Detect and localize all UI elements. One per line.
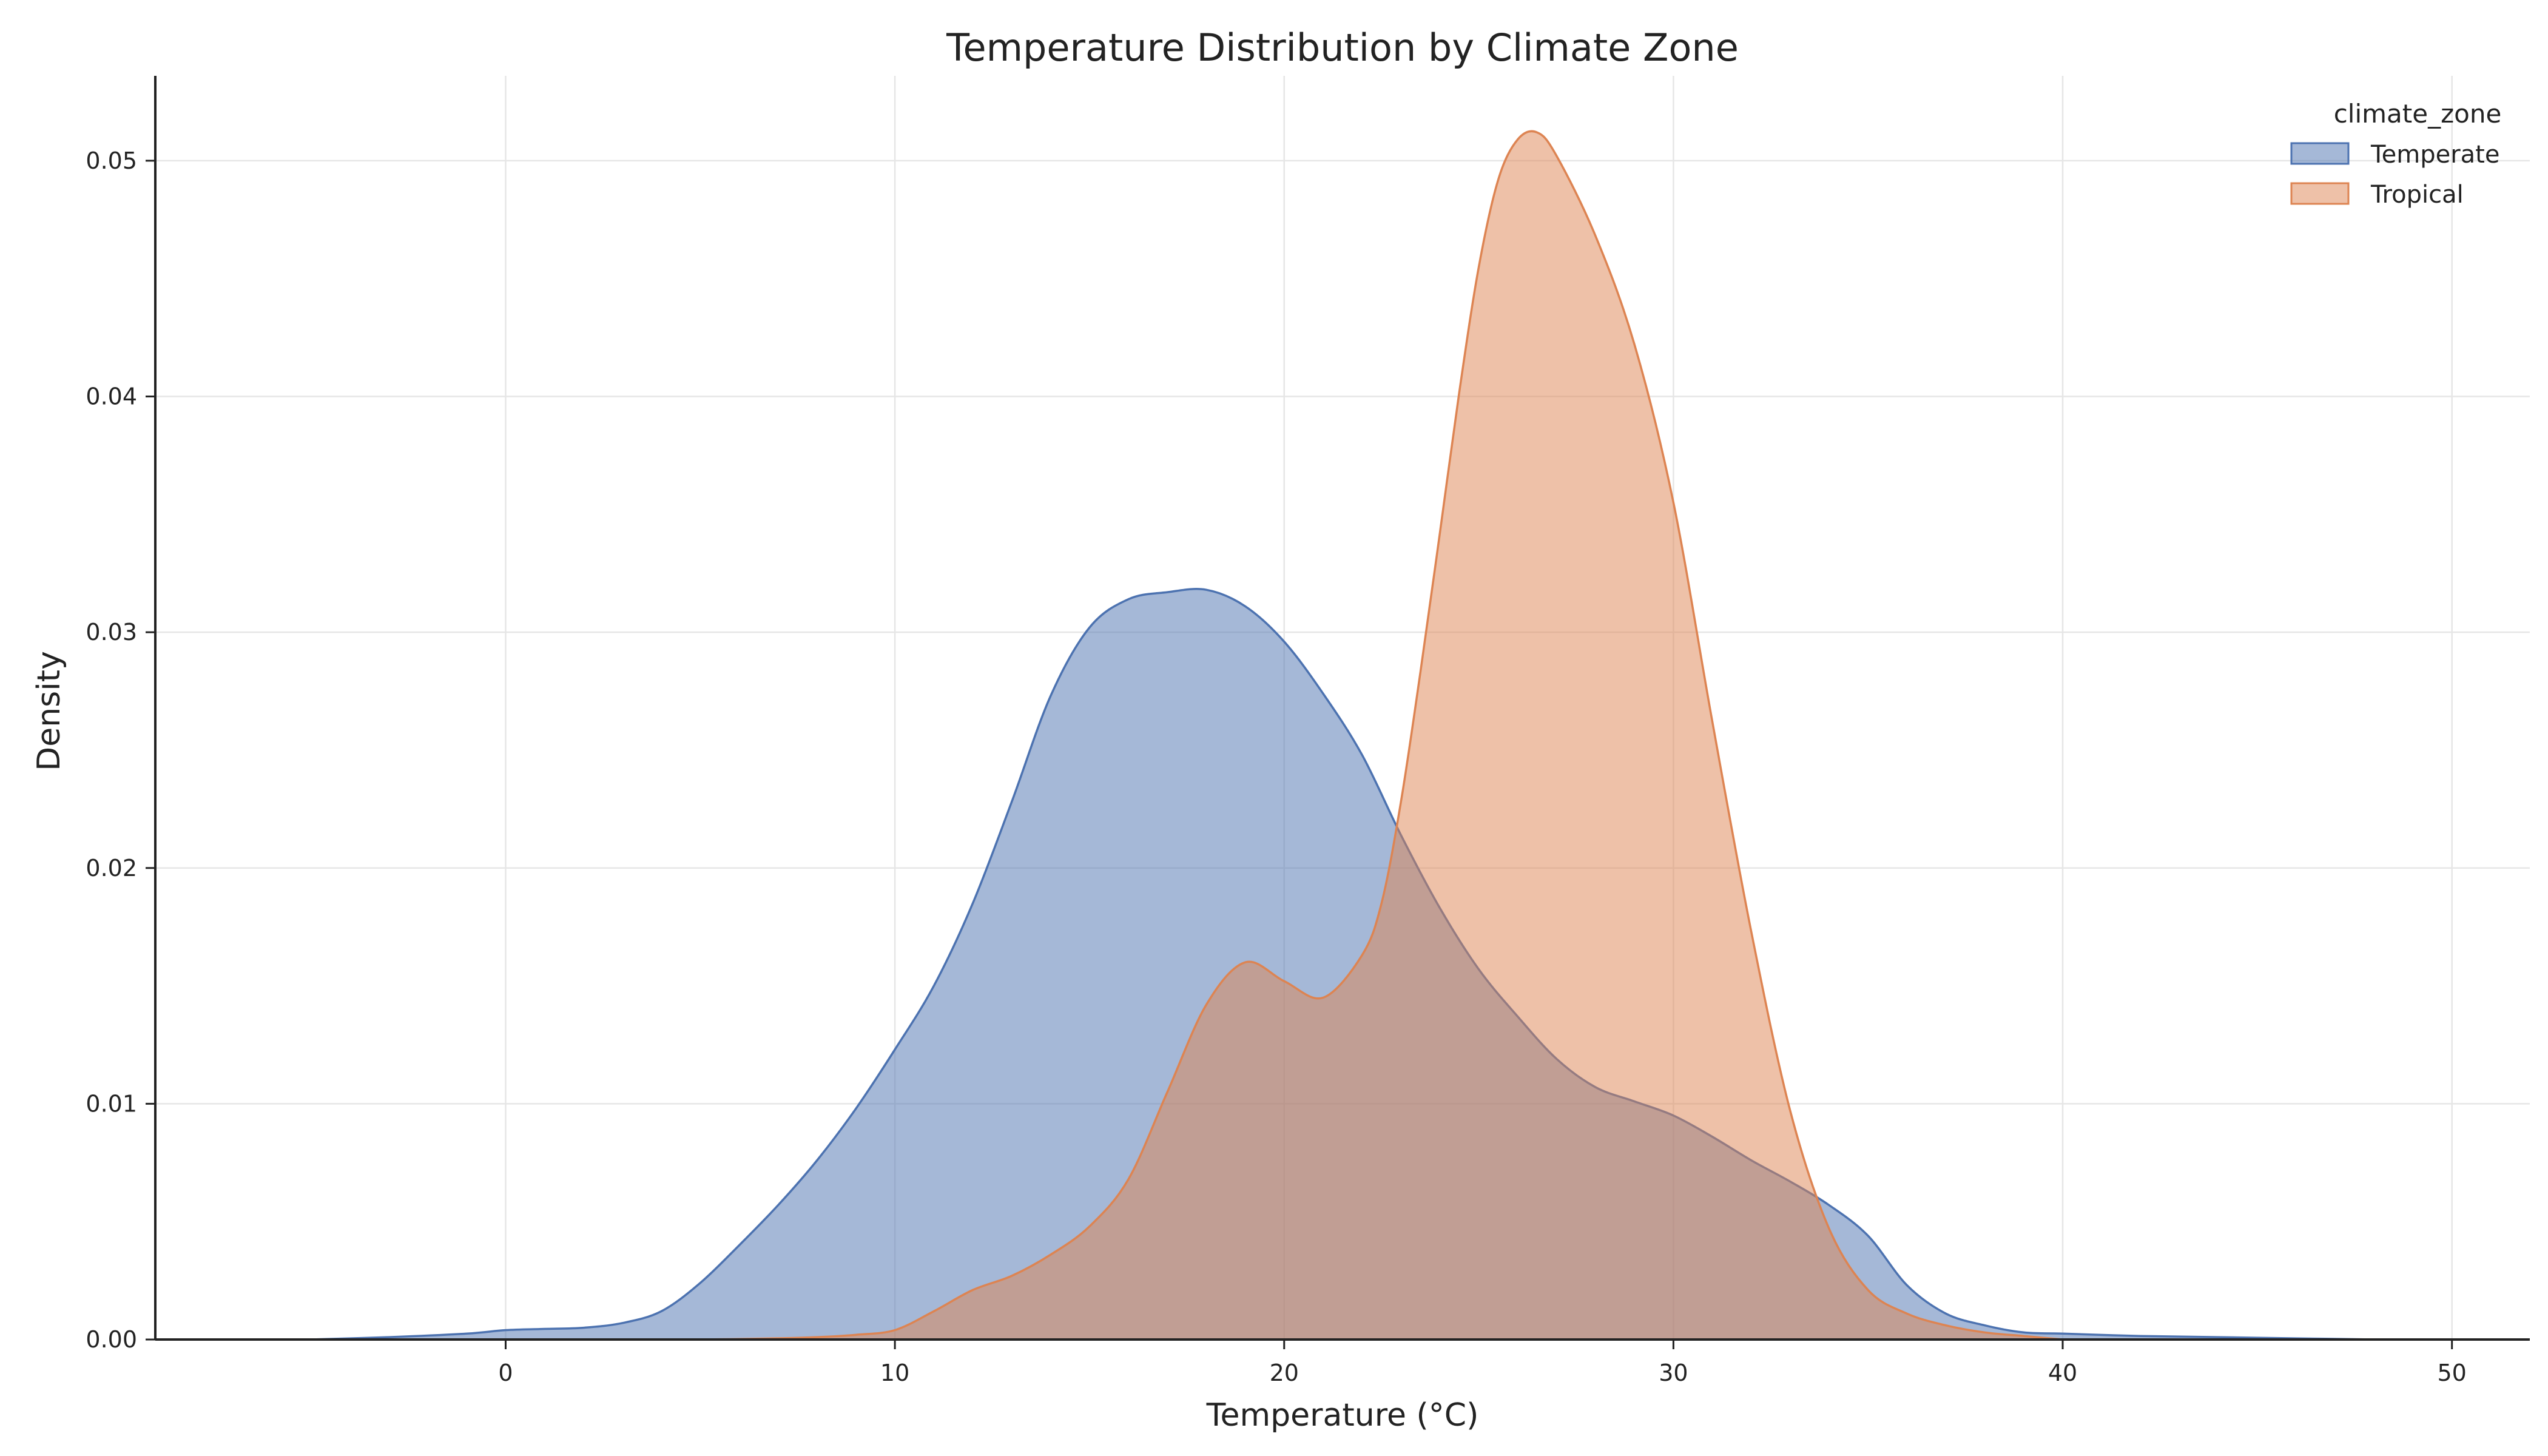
legend-items: Temperate Tropical (2290, 141, 2499, 209)
temperate-density-area (311, 588, 2374, 1340)
x-axis-label: Temperature (°C) (1206, 1397, 1479, 1434)
y-tick-label: 0.00 (86, 1326, 137, 1353)
y-axis-label: Density (31, 651, 67, 771)
x-tick-label: 50 (2437, 1360, 2466, 1386)
chart-title: Temperature Distribution by Climate Zone (946, 25, 1739, 70)
x-tick-label: 10 (880, 1360, 909, 1386)
y-tick-label: 0.01 (86, 1090, 137, 1117)
y-tick-label: 0.04 (86, 383, 137, 410)
legend-title: climate_zone (2334, 99, 2502, 129)
tropical-legend-label: Tropical (2370, 181, 2464, 209)
temperate-legend-swatch (2290, 142, 2350, 165)
x-tick-label: 40 (2048, 1360, 2077, 1386)
temperate-density-line (311, 588, 2374, 1341)
tropical-legend-swatch (2290, 182, 2350, 205)
temperate-legend-label: Temperate (2370, 141, 2499, 169)
tropical-density-line (661, 130, 2063, 1341)
x-tick-label: 0 (498, 1360, 513, 1386)
series-layer (311, 130, 2374, 1341)
legend: climate_zone Temperate Tropical (2290, 99, 2502, 209)
tropical-density-area (661, 131, 2063, 1340)
x-tick-label: 30 (1659, 1360, 1688, 1386)
ticks-layer: 0 10 20 30 40 50 0.00 0.01 0.02 0.03 0.04 0.05 (86, 147, 2466, 1386)
axes-layer (154, 76, 2530, 1341)
y-tick-label: 0.05 (86, 147, 137, 174)
x-tick-label: 20 (1270, 1360, 1299, 1386)
y-tick-label: 0.03 (86, 619, 137, 645)
y-tick-label: 0.02 (86, 855, 137, 881)
